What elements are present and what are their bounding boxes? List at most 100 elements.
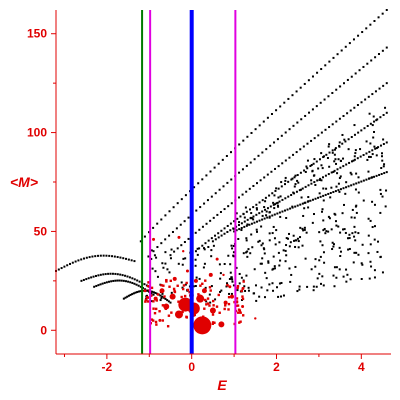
- level-point: [335, 266, 338, 269]
- level-point: [306, 167, 309, 170]
- level-point: [235, 212, 238, 215]
- level-point: [319, 195, 322, 198]
- level-point: [296, 204, 299, 207]
- level-point: [235, 229, 238, 232]
- level-point: [385, 111, 388, 114]
- level-point: [273, 267, 276, 270]
- level-point: [240, 226, 243, 229]
- level-point: [338, 177, 341, 180]
- level-point: [285, 237, 288, 240]
- level-point: [197, 182, 200, 185]
- level-point: [108, 280, 111, 283]
- strength-point: [181, 287, 185, 291]
- level-point: [284, 176, 287, 179]
- level-point: [312, 289, 315, 292]
- level-point: [187, 237, 190, 240]
- level-point: [99, 254, 102, 257]
- level-point: [230, 178, 233, 181]
- level-point: [352, 183, 355, 186]
- level-point: [321, 208, 324, 211]
- level-point: [310, 139, 313, 142]
- level-point: [332, 245, 335, 248]
- level-point: [373, 120, 376, 123]
- level-point: [229, 229, 232, 232]
- level-point: [354, 72, 357, 75]
- strength-point: [167, 314, 171, 317]
- strength-point: [169, 293, 176, 300]
- level-point: [80, 258, 83, 261]
- level-point: [342, 165, 345, 168]
- level-point: [374, 90, 377, 93]
- level-point: [97, 274, 100, 277]
- level-point: [361, 31, 364, 34]
- level-point: [353, 158, 356, 161]
- level-point: [299, 236, 302, 239]
- strength-point: [213, 321, 216, 324]
- level-point: [152, 226, 155, 229]
- level-point: [319, 101, 322, 104]
- level-point: [135, 283, 138, 286]
- level-point: [161, 262, 164, 265]
- strength-point: [172, 287, 176, 291]
- level-point: [385, 141, 388, 144]
- level-point: [262, 247, 265, 250]
- strength-point: [211, 322, 215, 326]
- level-point: [220, 229, 223, 232]
- level-point: [247, 286, 250, 289]
- level-point: [333, 266, 336, 269]
- level-point: [346, 273, 349, 276]
- strength-point: [238, 309, 242, 312]
- level-point: [66, 264, 69, 267]
- level-point: [245, 224, 248, 227]
- strength-point: [183, 294, 187, 298]
- level-point: [342, 228, 345, 231]
- level-point: [362, 65, 365, 68]
- level-point: [361, 243, 364, 246]
- level-point: [381, 195, 384, 198]
- level-point: [329, 191, 332, 194]
- level-point: [385, 46, 388, 49]
- level-point: [366, 158, 369, 161]
- level-point: [377, 53, 380, 56]
- level-point: [266, 207, 269, 210]
- level-point: [229, 151, 232, 154]
- level-point: [136, 291, 139, 294]
- level-point: [367, 234, 370, 237]
- level-point: [273, 194, 276, 197]
- strength-point: [228, 285, 232, 289]
- level-point: [277, 187, 280, 190]
- level-point: [352, 159, 355, 162]
- level-point: [341, 133, 344, 136]
- level-point: [365, 140, 368, 143]
- strength-points: [143, 235, 257, 335]
- level-point: [145, 294, 148, 297]
- level-point: [250, 131, 253, 134]
- level-point: [127, 258, 130, 261]
- strength-point: [158, 318, 162, 322]
- level-point: [291, 94, 294, 97]
- level-point: [179, 223, 182, 226]
- strength-point: [156, 293, 160, 296]
- level-point: [118, 279, 121, 282]
- level-point: [130, 259, 133, 262]
- level-point: [124, 280, 127, 283]
- level-point: [359, 148, 362, 151]
- level-point: [137, 284, 140, 287]
- level-point: [343, 138, 346, 141]
- level-point: [304, 185, 307, 188]
- level-point: [161, 292, 164, 295]
- level-point: [102, 273, 105, 276]
- level-point: [180, 281, 183, 284]
- level-point: [344, 45, 347, 48]
- level-point: [166, 268, 169, 271]
- level-point: [243, 220, 246, 223]
- level-point: [325, 230, 328, 233]
- level-point: [353, 133, 356, 136]
- level-point: [134, 291, 137, 294]
- level-point: [372, 136, 375, 139]
- level-point: [353, 106, 356, 109]
- level-point: [318, 178, 321, 181]
- strength-point: [173, 290, 177, 294]
- level-point: [383, 172, 386, 175]
- level-point: [228, 292, 231, 295]
